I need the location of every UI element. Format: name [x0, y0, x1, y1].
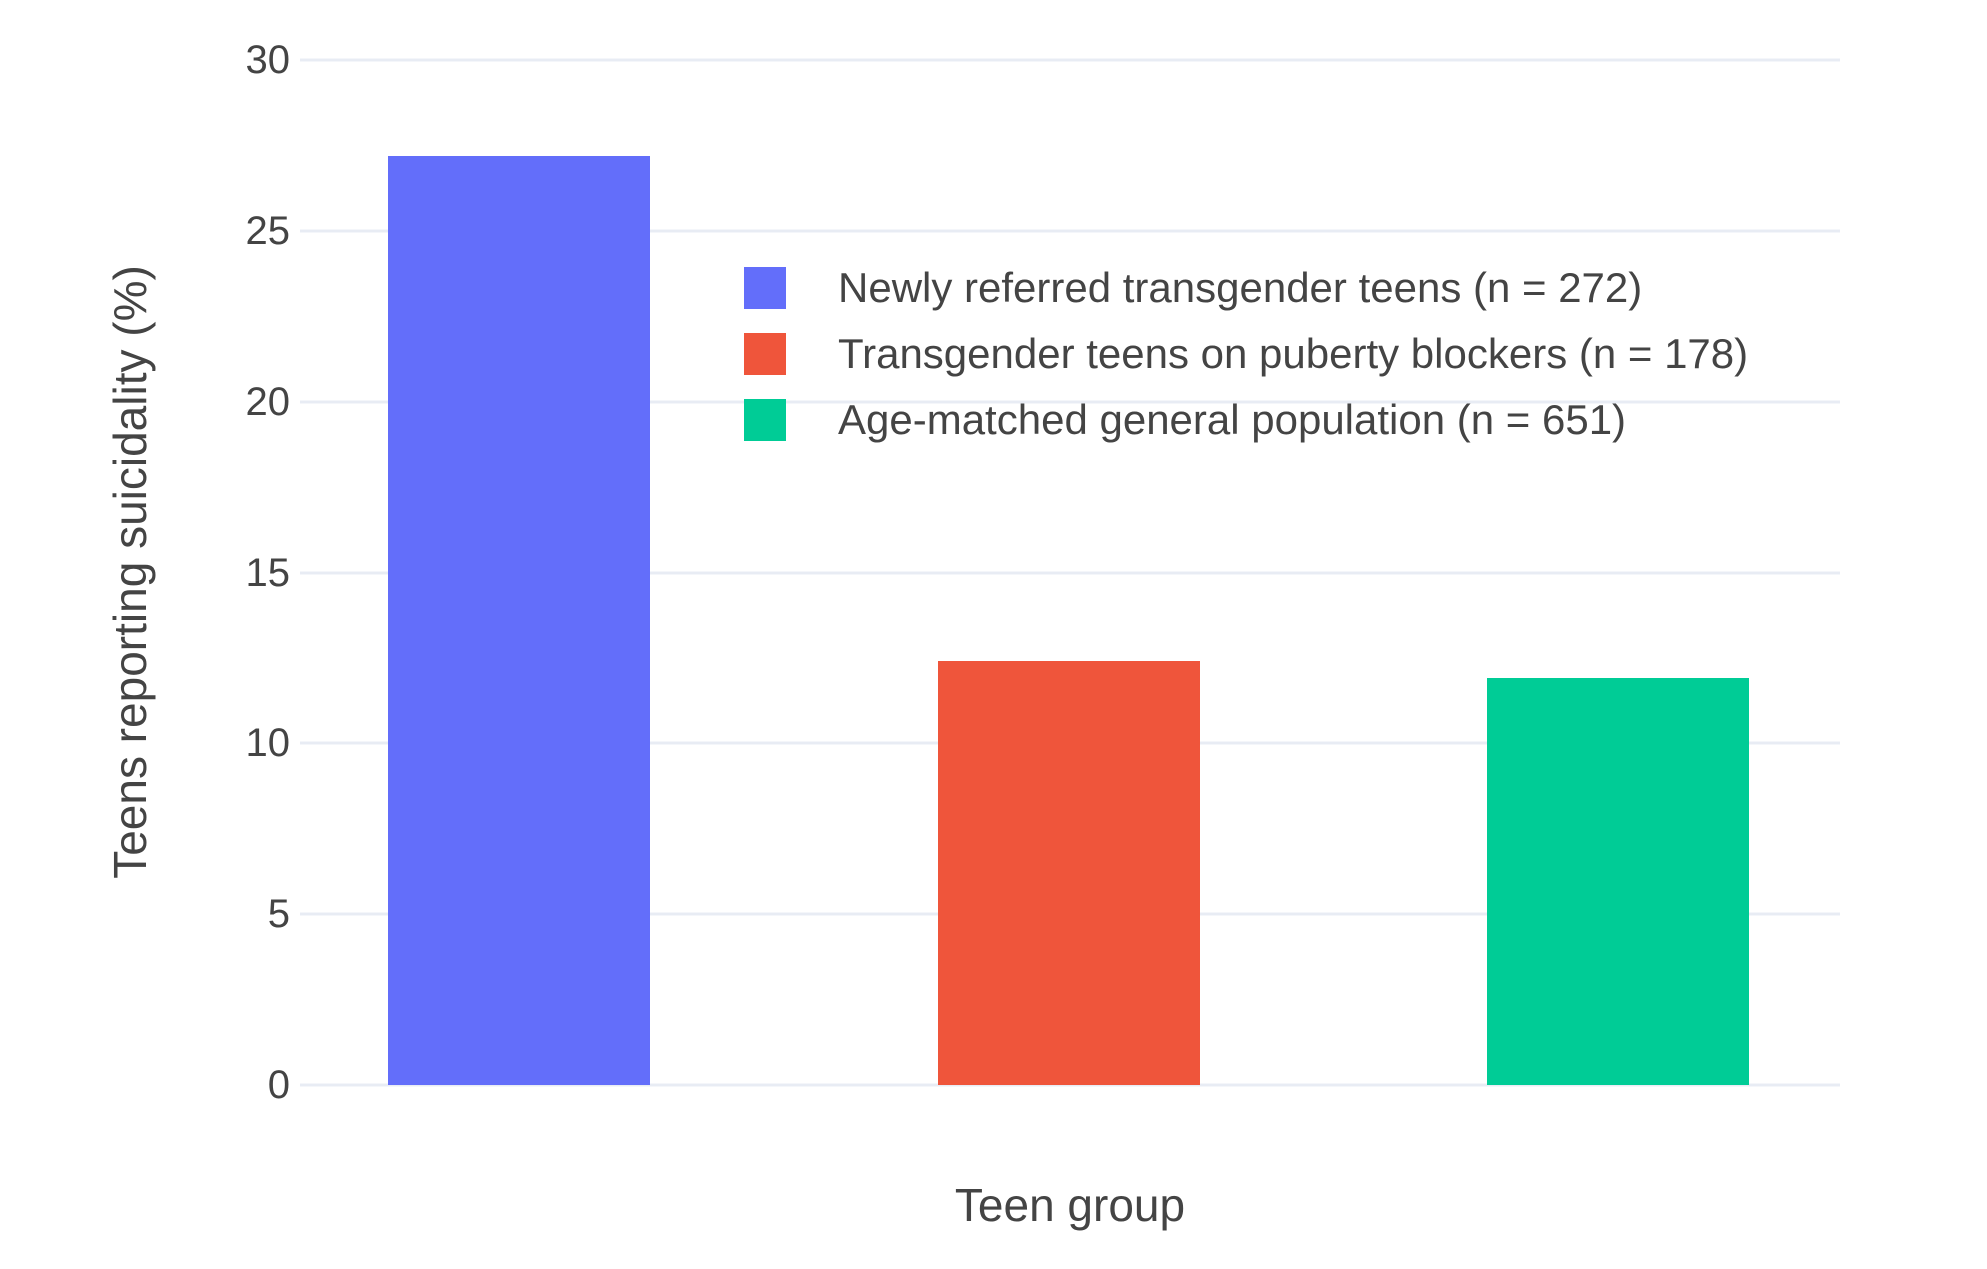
gridline-y-25: [300, 229, 1840, 233]
legend-item-0[interactable]: Newly referred transgender teens (n = 27…: [744, 255, 1748, 321]
bar-series-1: [938, 661, 1200, 1085]
legend-item-2[interactable]: Age-matched general population (n = 651): [744, 387, 1748, 453]
x-axis-title: Teen group: [954, 1179, 1186, 1231]
y-tick-label: 15: [245, 550, 291, 595]
y-tick-label: 10: [245, 721, 291, 766]
legend-item-label: Age-matched general population (n = 651): [838, 396, 1627, 443]
y-tick-label: 30: [245, 38, 291, 82]
legend-color-swatch-icon: [744, 399, 786, 441]
gridline-y-30: [300, 58, 1840, 62]
legend-color-swatch-icon: [744, 267, 786, 309]
gridline-y-0: [300, 1083, 1840, 1087]
bar-series-0: [388, 155, 650, 1085]
legend-item-label: Newly referred transgender teens (n = 27…: [838, 264, 1643, 311]
gridline-y-20: [300, 400, 1840, 404]
y-tick-label: 0: [267, 1063, 290, 1107]
plot-area: [300, 58, 1840, 1087]
y-tick-label: 5: [267, 892, 290, 937]
legend-color-swatch-icon: [744, 333, 786, 375]
legend-item-label: Transgender teens on puberty blockers (n…: [838, 330, 1749, 377]
y-tick-label: 25: [245, 208, 291, 253]
y-tick-label: 20: [245, 379, 291, 424]
bar-series-2: [1487, 678, 1749, 1085]
legend: Newly referred transgender teens (n = 27…: [744, 255, 1748, 453]
gridline-y-15: [300, 571, 1840, 574]
legend-item-1[interactable]: Transgender teens on puberty blockers (n…: [744, 321, 1748, 387]
